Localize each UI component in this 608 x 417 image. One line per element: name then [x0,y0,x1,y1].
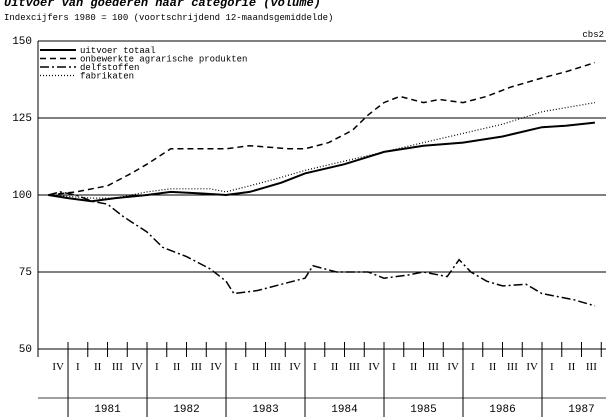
legend-label: fabrikaten [80,72,134,82]
x-tick-label: IV [289,361,301,373]
x-tick-label: IV [52,361,64,373]
year-label: 1986 [489,404,515,416]
series-line [48,61,596,196]
x-tick-label: III [112,361,123,373]
y-tick-label: 100 [12,190,32,202]
series-line [48,102,596,199]
x-tick-label: II [410,361,418,373]
year-label: 1983 [252,404,278,416]
series-line [48,121,596,203]
x-tick-label: I [155,361,159,373]
x-tick-label: I [550,361,554,373]
x-tick-label: I [76,361,80,373]
x-tick-label: II [94,361,102,373]
legend-label: onbewerkte agrarische produkten [80,55,247,65]
year-label: 1987 [568,404,594,416]
y-tick-label: 50 [19,344,32,356]
y-tick-label: 150 [12,36,32,48]
x-tick-label: I [471,361,475,373]
x-tick-label: I [234,361,238,373]
x-tick-label: III [586,361,597,373]
legend-label: uitvoer totaal [80,46,156,56]
x-tick-label: III [428,361,439,373]
year-label: 1981 [94,404,121,416]
x-tick-label: II [568,361,576,373]
x-tick-label: IV [526,361,538,373]
legend-label: delfstoffen [80,63,139,73]
x-tick-label: I [392,361,396,373]
x-tick-label: II [252,361,260,373]
x-tick-label: III [270,361,281,373]
x-tick-label: II [173,361,181,373]
series-line [48,191,596,307]
annotation: cbs2 [582,30,604,40]
x-tick-label: III [349,361,360,373]
chart-title: Uitvoer van goederen naar categorie (vol… [4,0,321,10]
x-tick-label: II [489,361,497,373]
x-tick-label: IV [447,361,459,373]
chart-subtitle: Indexcijfers 1980 = 100 (voortschrijdend… [4,13,333,23]
x-tick-label: III [507,361,518,373]
year-label: 1985 [410,404,436,416]
x-tick-label: III [191,361,202,373]
year-label: 1982 [173,404,199,416]
year-label: 1984 [331,404,358,416]
y-tick-label: 75 [19,267,32,279]
x-tick-label: I [313,361,317,373]
x-tick-label: IV [210,361,222,373]
x-tick-label: II [331,361,339,373]
x-tick-label: IV [368,361,380,373]
x-tick-label: IV [131,361,143,373]
y-tick-label: 125 [12,113,32,125]
